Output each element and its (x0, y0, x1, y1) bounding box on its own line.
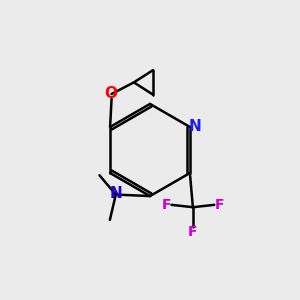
Text: N: N (189, 119, 202, 134)
Text: F: F (161, 198, 171, 212)
Text: O: O (104, 86, 118, 101)
Text: N: N (110, 186, 122, 201)
Text: F: F (215, 198, 224, 212)
Text: F: F (188, 225, 198, 239)
